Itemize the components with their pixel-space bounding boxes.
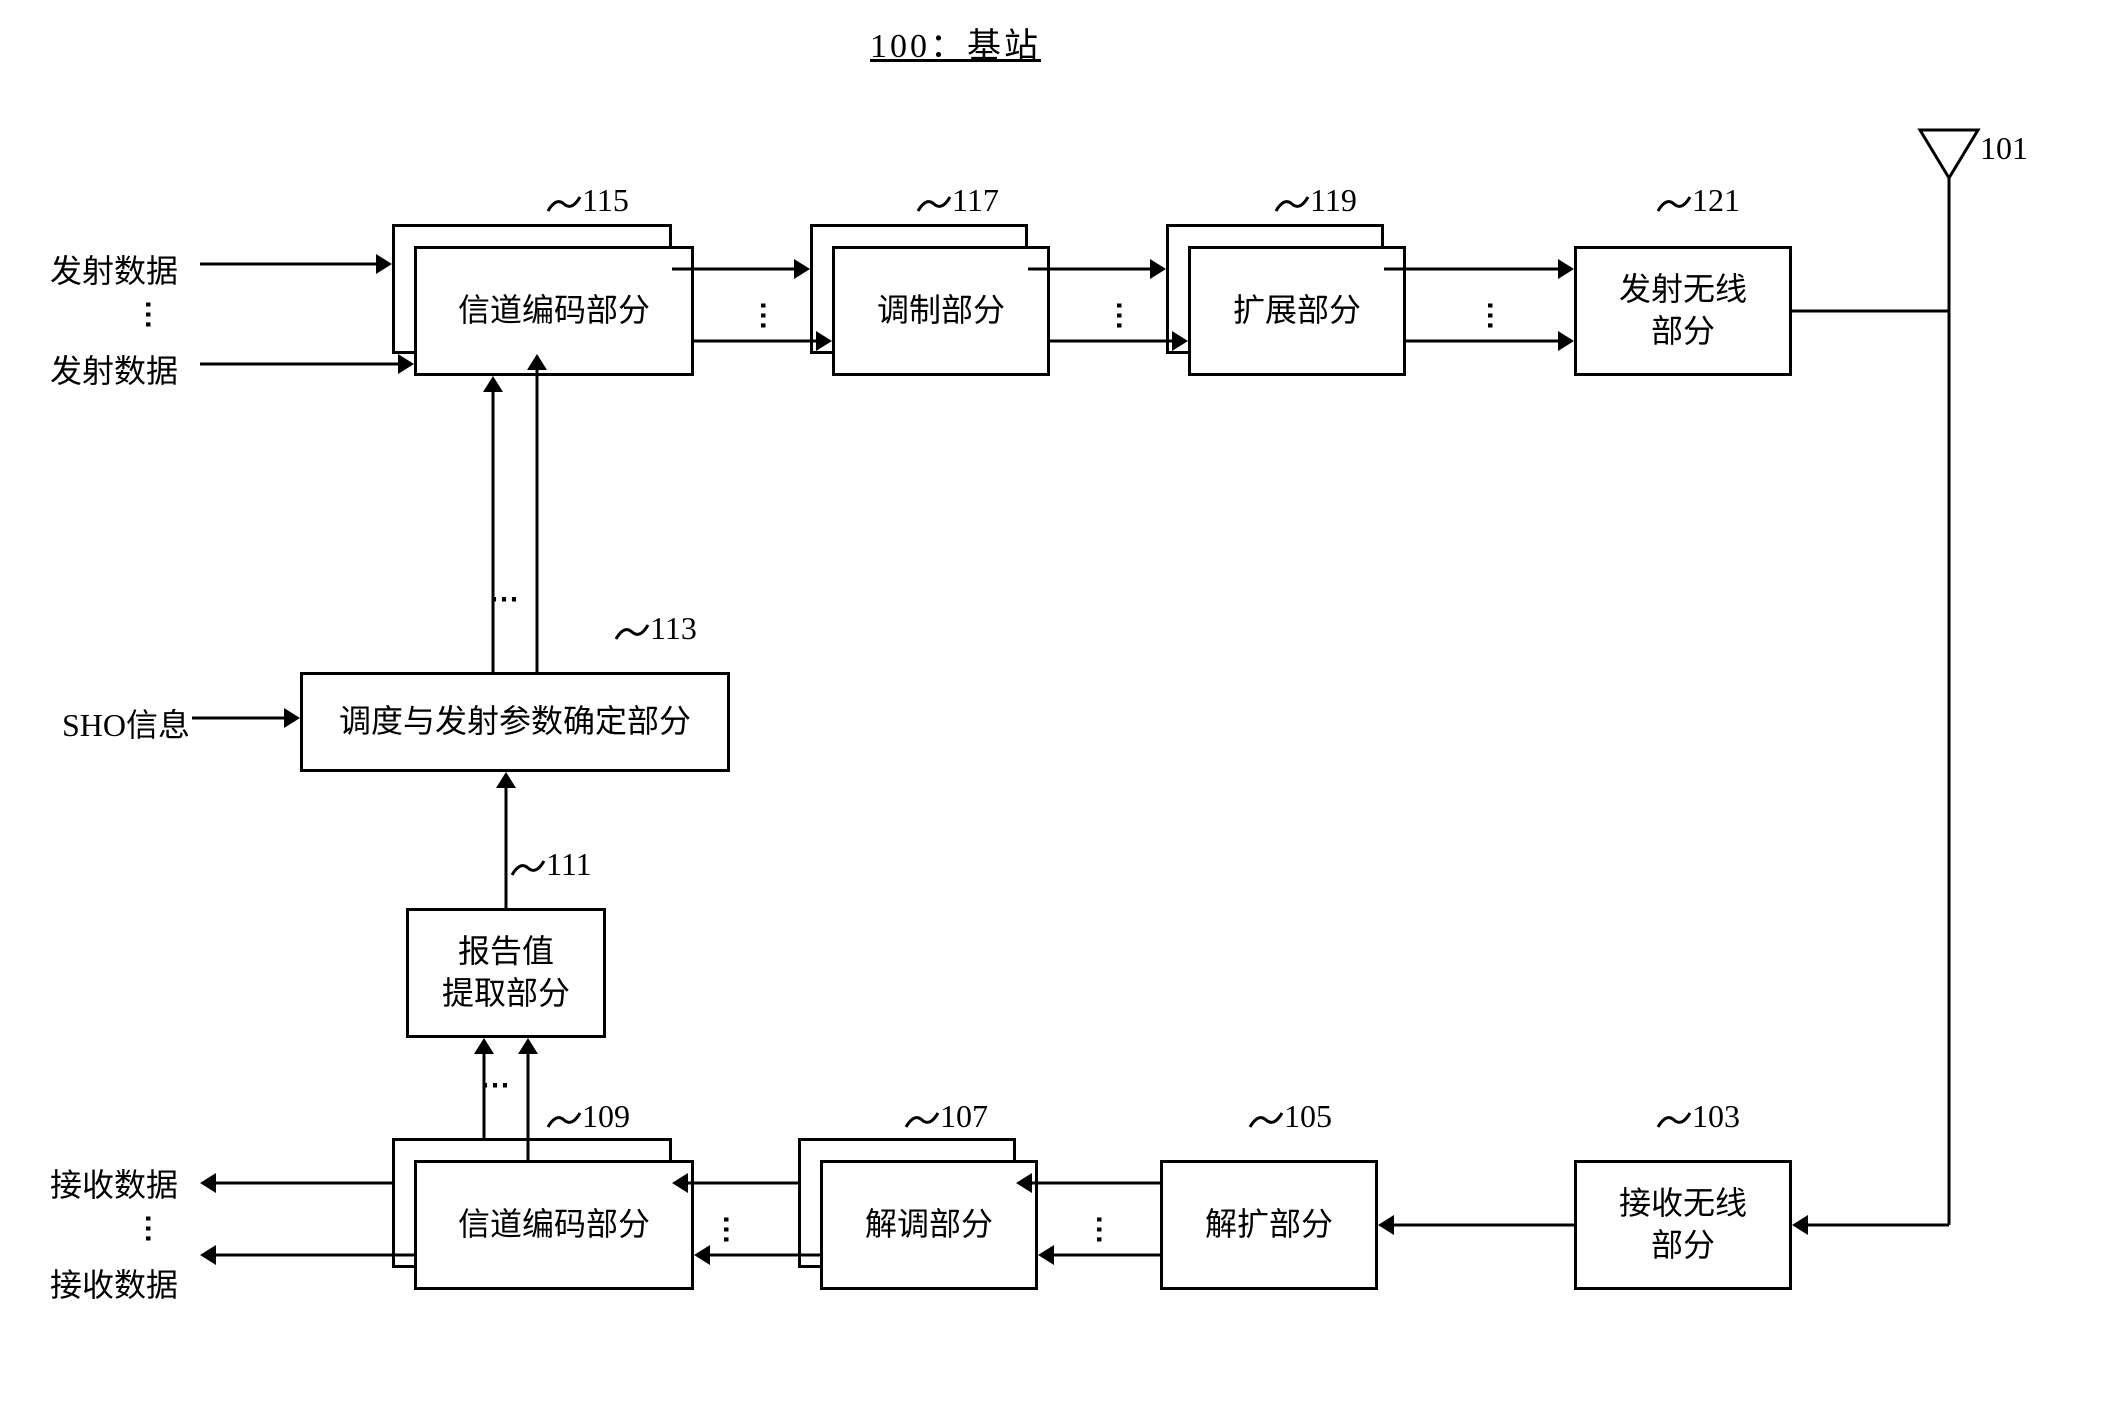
num-113-text: 113 — [650, 610, 697, 646]
block-121-label: 发射无线 部分 — [1619, 269, 1747, 352]
num-115-text: 115 — [582, 182, 629, 218]
block-115-label: 信道编码部分 — [458, 290, 650, 332]
block-117-label: 调制部分 — [877, 290, 1005, 332]
title-text: 100：基站 — [870, 28, 1041, 65]
block-113: 调度与发射参数确定部分 — [300, 672, 730, 772]
block-111: 报告值 提取部分 — [406, 908, 606, 1038]
num-117-text: 117 — [952, 182, 999, 218]
num-103-text: 103 — [1692, 1098, 1740, 1134]
num-119-text: 119 — [1310, 182, 1357, 218]
block-119: 扩展部分 — [1188, 246, 1406, 376]
num-107-text: 107 — [940, 1098, 988, 1134]
label-rx2: 接收数据 — [50, 1260, 178, 1306]
dots-1517-glyph: ⋯ — [747, 301, 780, 337]
label-rx1-text: 接收数据 — [50, 1167, 178, 1203]
num-113: 113 — [650, 610, 697, 647]
dots-109-107: ⋯ — [709, 1215, 744, 1251]
dots-0907-glyph: ⋯ — [710, 1215, 743, 1251]
dots-rx-glyph: ⋯ — [132, 1214, 165, 1250]
block-111-label: 报告值 提取部分 — [442, 931, 570, 1014]
label-rx2-text: 接收数据 — [50, 1267, 178, 1303]
label-tx1: 发射数据 — [50, 246, 178, 292]
num-117: 117 — [952, 182, 999, 219]
block-113-label: 调度与发射参数确定部分 — [339, 701, 691, 743]
num-105: 105 — [1284, 1098, 1332, 1135]
block-103: 接收无线 部分 — [1574, 1160, 1792, 1290]
block-115: 信道编码部分 — [414, 246, 694, 376]
num-101-text: 101 — [1980, 130, 2028, 166]
dots-115-117: ⋯ — [746, 301, 781, 337]
dots-0911-glyph: ⋯ — [480, 1069, 516, 1102]
block-105: 解扩部分 — [1160, 1160, 1378, 1290]
dots-113-115: ⋯ — [489, 582, 525, 617]
dots-1921-glyph: ⋯ — [1474, 301, 1507, 337]
block-103-label: 接收无线 部分 — [1619, 1183, 1747, 1266]
label-tx2: 发射数据 — [50, 346, 178, 392]
block-109: 信道编码部分 — [414, 1160, 694, 1290]
block-119-label: 扩展部分 — [1233, 290, 1361, 332]
dots-109-111: ⋯ — [480, 1068, 516, 1103]
dots-117-119: ⋯ — [1102, 301, 1137, 337]
dots-1719-glyph: ⋯ — [1103, 301, 1136, 337]
num-111: 111 — [546, 846, 592, 883]
block-109-label: 信道编码部分 — [458, 1204, 650, 1246]
dots-119-121: ⋯ — [1473, 301, 1508, 337]
num-107: 107 — [940, 1098, 988, 1135]
num-101: 101 — [1980, 130, 2028, 167]
num-111-text: 111 — [546, 846, 592, 882]
num-119: 119 — [1310, 182, 1357, 219]
dots-0705-glyph: ⋯ — [1083, 1215, 1116, 1251]
num-109-text: 109 — [582, 1098, 630, 1134]
dots-107-105: ⋯ — [1082, 1215, 1117, 1251]
block-105-label: 解扩部分 — [1205, 1204, 1333, 1246]
label-sho: SHO信息 — [62, 700, 190, 746]
label-rx1: 接收数据 — [50, 1160, 178, 1206]
num-121: 121 — [1692, 182, 1740, 219]
num-103: 103 — [1692, 1098, 1740, 1135]
dots-rx: ⋯ — [131, 1214, 166, 1250]
num-105-text: 105 — [1284, 1098, 1332, 1134]
dots-tx: ⋯ — [131, 300, 166, 336]
label-tx1-text: 发射数据 — [50, 253, 178, 289]
num-109: 109 — [582, 1098, 630, 1135]
block-121: 发射无线 部分 — [1574, 246, 1792, 376]
num-115: 115 — [582, 182, 629, 219]
num-121-text: 121 — [1692, 182, 1740, 218]
label-tx2-text: 发射数据 — [50, 353, 178, 389]
block-107: 解调部分 — [820, 1160, 1038, 1290]
diagram-title: 100：基站 — [870, 18, 1041, 67]
dots-tx-glyph: ⋯ — [132, 300, 165, 336]
label-sho-text: SHO信息 — [62, 707, 190, 743]
dots-1315-glyph: ⋯ — [489, 583, 525, 616]
block-117: 调制部分 — [832, 246, 1050, 376]
block-107-label: 解调部分 — [865, 1204, 993, 1246]
